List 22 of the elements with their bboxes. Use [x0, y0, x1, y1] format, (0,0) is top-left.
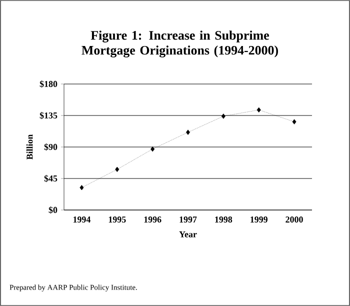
y-axis-title: Billion	[26, 134, 33, 160]
y-tick-label: $135	[40, 112, 58, 120]
point	[80, 185, 84, 190]
y-tick-label: $180	[40, 80, 58, 88]
y-tick-label: $90	[44, 143, 58, 151]
x-tick-label: 1998	[215, 216, 232, 223]
point	[115, 166, 120, 172]
x-tick-label: 2000	[286, 216, 303, 223]
y-tick-label: $0	[48, 206, 58, 214]
x-tick-label: 1994	[73, 216, 91, 223]
x-tick-label: 1995	[108, 216, 126, 223]
x-tick-label: 1999	[250, 216, 268, 223]
point	[150, 146, 155, 152]
point	[186, 130, 190, 135]
x-axis-title: Year	[179, 231, 197, 238]
chart-title: Figure 1: Increase in Subprime Mortgage Originations (1994-2000)	[82, 30, 278, 58]
point	[256, 107, 261, 112]
point	[292, 119, 296, 124]
x-tick-label: 1997	[180, 216, 197, 223]
point	[221, 114, 226, 119]
x-tick-label: 1996	[144, 216, 162, 223]
y-tick-label: $45	[44, 174, 58, 182]
